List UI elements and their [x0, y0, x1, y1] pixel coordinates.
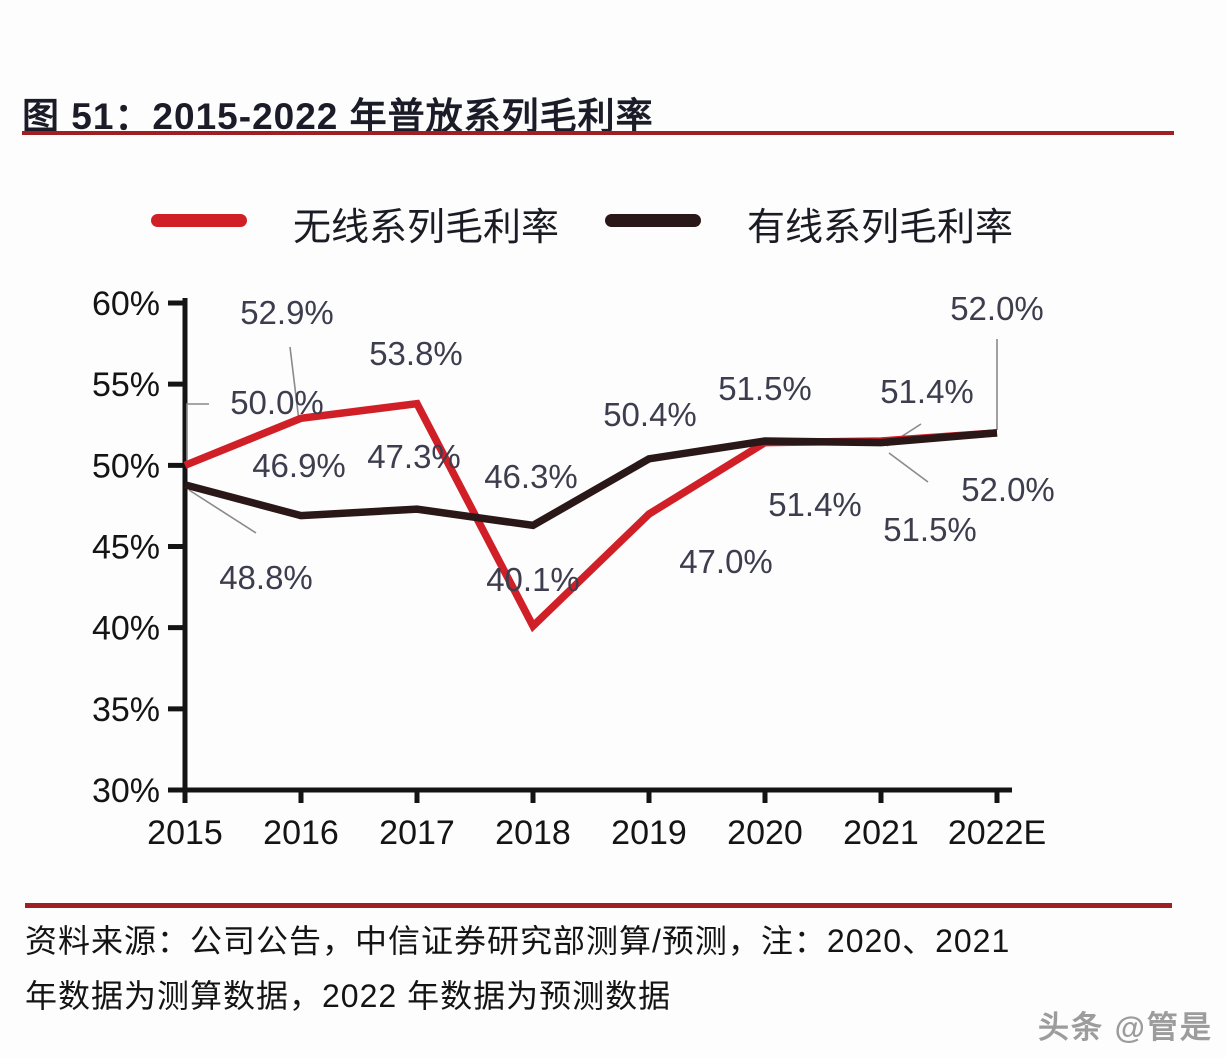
- legend-swatch-wired-icon: [605, 214, 701, 227]
- figure-title: 图 51：2015-2022 年普放系列毛利率: [22, 96, 654, 137]
- data-label-有线系列毛利率-2020: 51.5%: [718, 370, 812, 407]
- data-label-无线系列毛利率-2015: 50.0%: [230, 384, 324, 421]
- data-label-有线系列毛利率-2019: 50.4%: [603, 396, 697, 433]
- svg-text:2017: 2017: [379, 814, 455, 852]
- svg-text:50%: 50%: [92, 447, 160, 485]
- svg-text:2016: 2016: [263, 814, 339, 852]
- svg-text:35%: 35%: [92, 691, 160, 729]
- data-label-有线系列毛利率-2016: 46.9%: [252, 447, 346, 484]
- data-label-无线系列毛利率-2019: 47.0%: [679, 543, 773, 580]
- data-label-无线系列毛利率-2017: 53.8%: [369, 335, 463, 372]
- source-note-line-2: 年数据为测算数据，2022 年数据为预测数据: [25, 978, 672, 1014]
- data-label-无线系列毛利率-2018: 40.1%: [486, 561, 580, 598]
- svg-text:2019: 2019: [611, 814, 687, 852]
- svg-text:2020: 2020: [727, 814, 803, 852]
- data-label-有线系列毛利率-2018: 46.3%: [484, 458, 578, 495]
- svg-text:2018: 2018: [495, 814, 571, 852]
- svg-text:2015: 2015: [147, 814, 223, 852]
- data-label-无线系列毛利率-2020: 51.4%: [768, 486, 862, 523]
- title-divider-rule: [22, 131, 1174, 135]
- watermark-text: 头条 @管是: [1038, 1010, 1213, 1045]
- svg-text:45%: 45%: [92, 529, 160, 567]
- legend-label-wireless: 无线系列毛利率: [293, 207, 560, 249]
- data-label-有线系列毛利率-2015: 48.8%: [219, 559, 313, 596]
- legend-swatch-wireless-icon: [151, 214, 247, 227]
- svg-text:60%: 60%: [92, 285, 160, 323]
- source-note-line-1: 资料来源：公司公告，中信证券研究部测算/预测，注：2020、2021: [25, 923, 1011, 959]
- legend-label-wired: 有线系列毛利率: [747, 207, 1014, 249]
- data-label-无线系列毛利率-2016: 52.9%: [240, 294, 334, 331]
- footer-divider-rule: [25, 903, 1172, 908]
- svg-text:2021: 2021: [843, 814, 919, 852]
- svg-text:40%: 40%: [92, 610, 160, 648]
- svg-text:2022E: 2022E: [948, 814, 1046, 852]
- data-label-有线系列毛利率-2022E: 52.0%: [950, 290, 1044, 327]
- svg-text:30%: 30%: [92, 772, 160, 810]
- data-label-有线系列毛利率-2021: 51.4%: [880, 373, 974, 410]
- data-label-有线系列毛利率-2017: 47.3%: [367, 438, 461, 475]
- data-label-无线系列毛利率-2021: 51.5%: [883, 511, 977, 548]
- svg-text:55%: 55%: [92, 366, 160, 404]
- data-label-无线系列毛利率-2022E: 52.0%: [961, 471, 1055, 508]
